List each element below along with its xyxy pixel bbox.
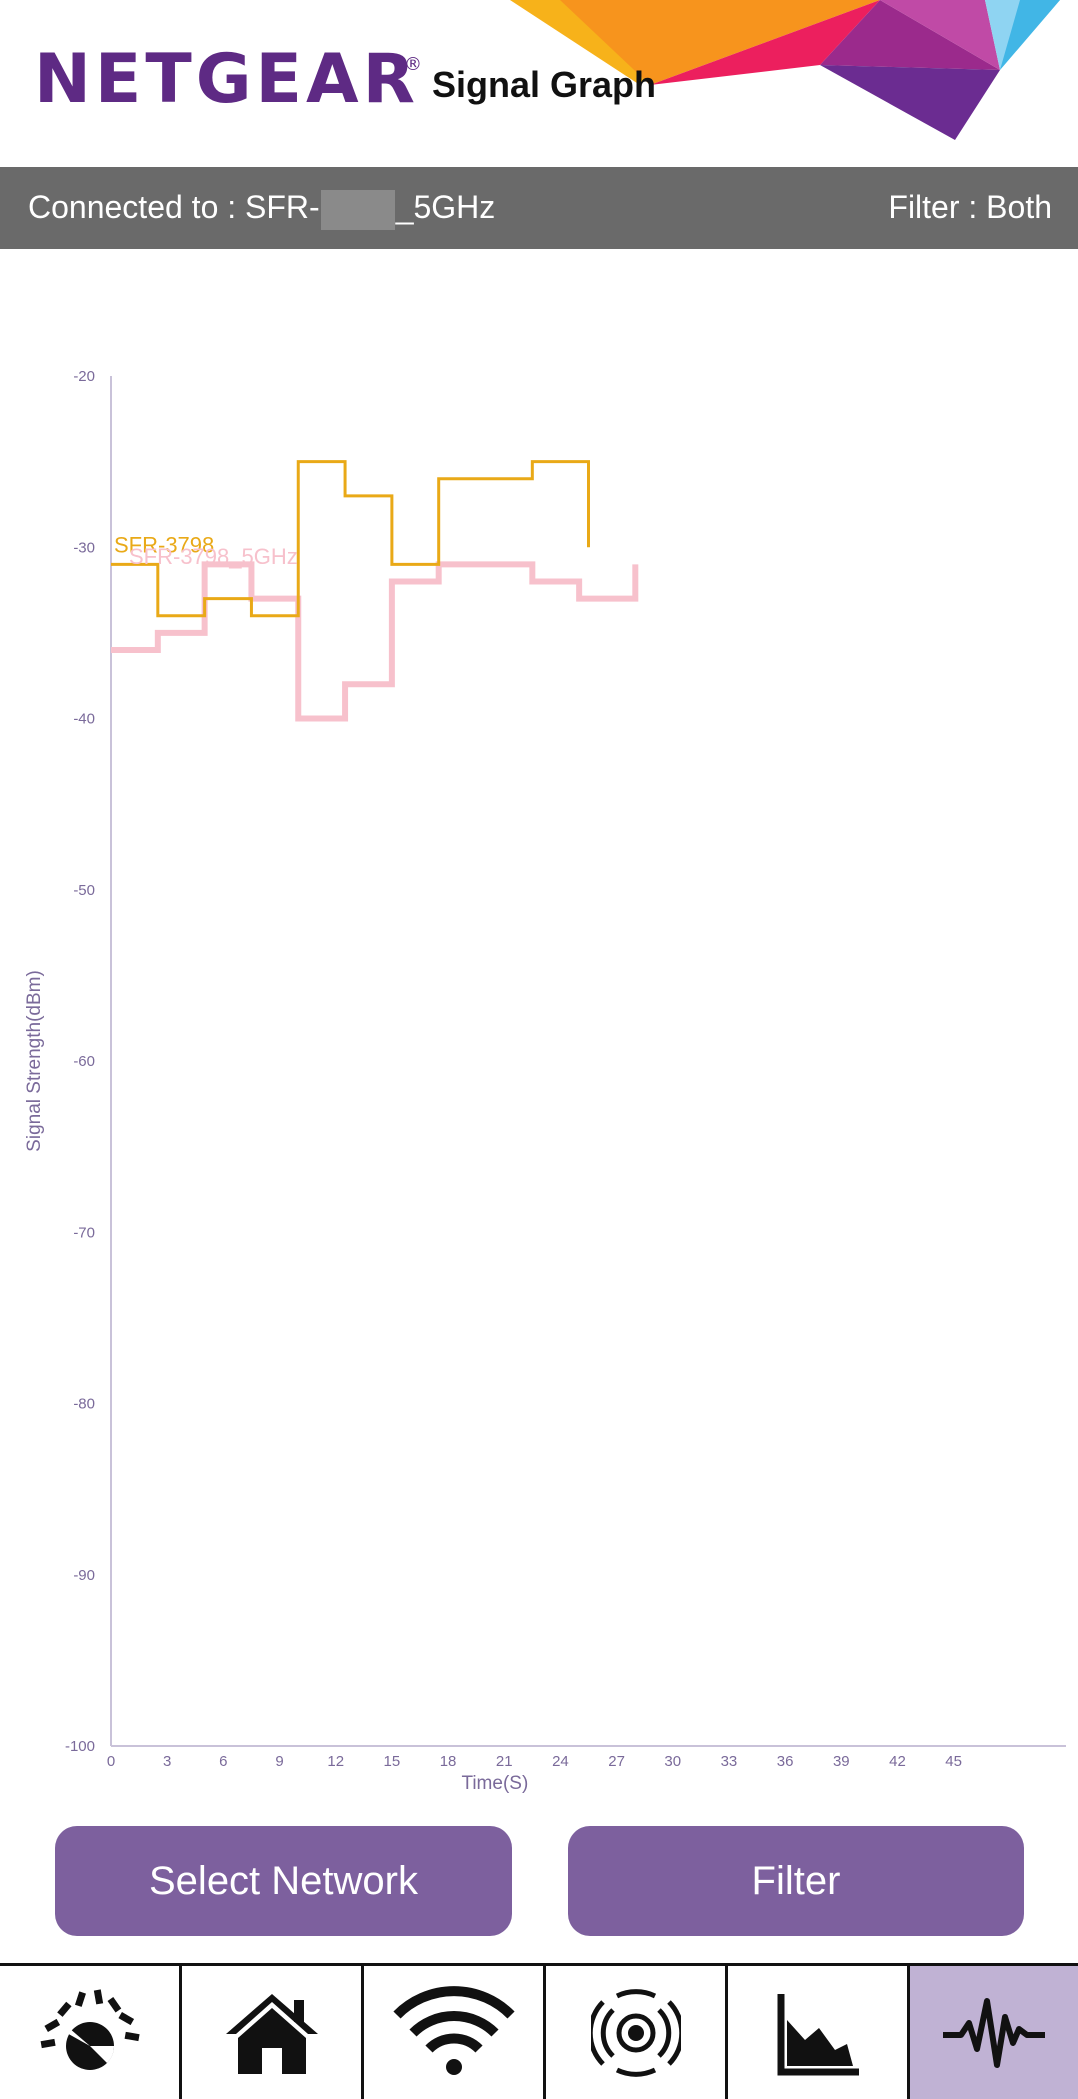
nav-item-signal-graph[interactable] xyxy=(910,1966,1078,2099)
y-tick-label: -60 xyxy=(73,1053,95,1070)
x-tick-label: 15 xyxy=(384,1753,401,1770)
series-line-2 xyxy=(111,561,639,722)
waveform-icon xyxy=(943,1997,1045,2068)
y-tick-label: -80 xyxy=(73,1396,95,1413)
area-chart-icon xyxy=(777,1993,859,2075)
connected-network-prefix: Connected to : SFR- xyxy=(28,189,320,225)
x-tick-label: 6 xyxy=(219,1753,227,1770)
registered-mark: ® xyxy=(404,54,422,75)
x-tick-label: 42 xyxy=(889,1753,906,1770)
x-tick-label: 36 xyxy=(777,1753,794,1770)
x-tick-label: 39 xyxy=(833,1753,850,1770)
signal-broadcast-icon xyxy=(590,1988,681,2077)
page-title: Signal Graph xyxy=(432,64,657,105)
redacted-ssid xyxy=(320,189,395,230)
nav-item-dashboard[interactable] xyxy=(0,1966,182,2099)
home-icon xyxy=(225,1993,318,2074)
bottom-navigation xyxy=(0,1963,1078,2099)
x-tick-label: 30 xyxy=(664,1753,681,1770)
nav-item-signal[interactable] xyxy=(546,1966,728,2099)
x-tick-label: 3 xyxy=(163,1753,171,1770)
x-tick-label: 24 xyxy=(552,1753,569,1770)
x-tick-label: 27 xyxy=(608,1753,625,1770)
y-tick-label: -30 xyxy=(73,539,95,556)
nav-item-home[interactable] xyxy=(182,1966,364,2099)
x-tick-label: 18 xyxy=(440,1753,457,1770)
series-line-1 xyxy=(111,460,590,618)
nav-item-channel-graph[interactable] xyxy=(728,1966,910,2099)
nav-item-wifi[interactable] xyxy=(364,1966,546,2099)
connected-network-suffix: _5GHz xyxy=(395,189,496,225)
wifi-icon xyxy=(392,1985,515,2075)
header-decoration xyxy=(510,0,1060,140)
x-tick-label: 0 xyxy=(107,1753,115,1770)
x-tick-label: 45 xyxy=(945,1753,962,1770)
y-tick-label: -20 xyxy=(73,368,95,385)
connected-network-label: Connected to : SFR- _5GHz xyxy=(28,189,495,230)
connection-status-bar: Connected to : SFR- _5GHz Filter : Both xyxy=(0,167,1078,249)
x-axis-label: Time(S) xyxy=(461,1773,528,1794)
series-name-label: SFR-3798_5GHz xyxy=(129,544,298,569)
x-tick-label: 9 xyxy=(275,1753,283,1770)
x-tick-label: 12 xyxy=(327,1753,344,1770)
select-network-button[interactable]: Select Network xyxy=(55,1826,512,1936)
filter-button[interactable]: Filter xyxy=(568,1826,1024,1936)
series-name-label: SFR-3798 xyxy=(114,532,214,557)
x-tick-label: 21 xyxy=(496,1753,513,1770)
y-tick-label: -40 xyxy=(73,711,95,728)
y-tick-label: -100 xyxy=(65,1738,95,1755)
y-tick-label: -70 xyxy=(73,1224,95,1241)
x-tick-label: 33 xyxy=(721,1753,738,1770)
y-tick-label: -50 xyxy=(73,882,95,899)
y-axis-label: Signal Strength(dBm) xyxy=(24,970,45,1152)
y-tick-label: -90 xyxy=(73,1567,95,1584)
app-header: NETGEAR ® Signal Graph xyxy=(0,0,1078,167)
speedometer-icon xyxy=(40,1988,140,2070)
filter-status-label: Filter : Both xyxy=(888,189,1052,225)
netgear-logo: NETGEAR xyxy=(34,40,419,119)
